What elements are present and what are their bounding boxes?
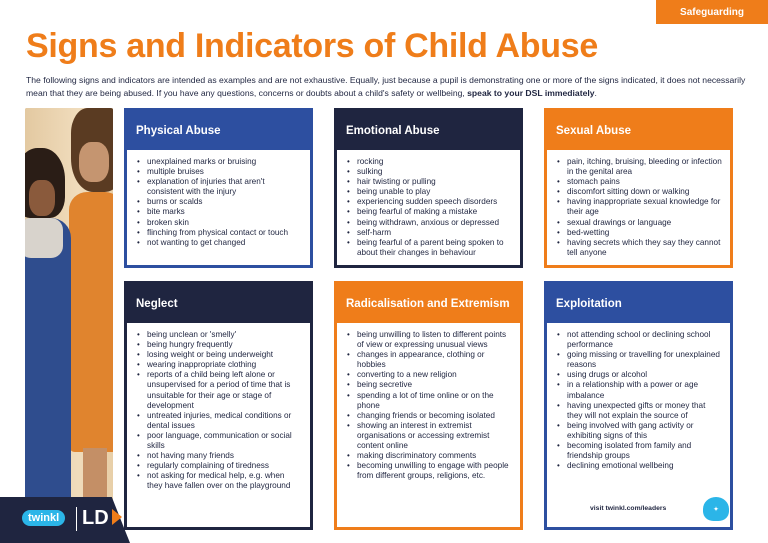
list-item: changing friends or becoming isolated	[347, 411, 512, 421]
list-item: being fearful of making a mistake	[347, 207, 512, 217]
list-item: experiencing sudden speech disorders	[347, 197, 512, 207]
neglect-panel: Neglect being unclean or 'smelly'being h…	[124, 281, 313, 530]
panel-heading: Exploitation	[547, 284, 730, 323]
panel-list: being unwilling to listen to different p…	[337, 323, 520, 481]
exploitation-panel: Exploitation not attending school or dec…	[544, 281, 733, 530]
list-item: becoming unwilling to engage with people…	[347, 461, 512, 481]
safeguarding-tag: Safeguarding	[656, 0, 768, 24]
list-item: being withdrawn, anxious or depressed	[347, 218, 512, 228]
ld-arrow-icon	[112, 509, 122, 525]
list-item: burns or scalds	[137, 197, 302, 207]
list-item: becoming isolated from family and friend…	[557, 441, 722, 461]
ld-logo: LD	[82, 507, 109, 529]
panel-heading: Neglect	[127, 284, 310, 323]
panel-heading: Sexual Abuse	[547, 111, 730, 150]
list-item: using drugs or alcohol	[557, 370, 722, 380]
list-item: being involved with gang activity or exh…	[557, 421, 722, 441]
list-item: making discriminatory comments	[347, 451, 512, 461]
list-item: showing an interest in extremist organis…	[347, 421, 512, 451]
list-item: in a relationship with a power or age im…	[557, 380, 722, 400]
list-item: wearing inappropriate clothing	[137, 360, 302, 370]
list-item: being secretive	[347, 380, 512, 390]
twinkl-logo: twinkl	[22, 510, 66, 526]
list-item: having inappropriate sexual knowledge fo…	[557, 197, 722, 217]
list-item: bed-wetting	[557, 228, 722, 238]
panel-heading: Emotional Abuse	[337, 111, 520, 150]
list-item: explanation of injuries that aren't cons…	[137, 177, 302, 197]
panel-list: unexplained marks or bruisingmultiple br…	[127, 150, 310, 248]
list-item: not asking for medical help, e.g. when t…	[137, 471, 302, 491]
children-photo	[25, 108, 113, 530]
list-item: being fearful of a parent being spoken t…	[347, 238, 512, 258]
page-title: Signs and Indicators of Child Abuse	[26, 27, 598, 65]
list-item: pain, itching, bruising, bleeding or inf…	[557, 157, 722, 177]
visit-link[interactable]: visit twinkl.com/leaders	[590, 505, 667, 512]
list-item: sulking	[347, 167, 512, 177]
list-item: losing weight or being underweight	[137, 350, 302, 360]
intro-end: .	[594, 87, 597, 98]
list-item: sexual drawings or language	[557, 218, 722, 228]
list-item: broken skin	[137, 218, 302, 228]
twinkl-badge-icon: ✦	[703, 497, 729, 521]
list-item: being hungry frequently	[137, 340, 302, 350]
intro-text: The following signs and indicators are i…	[26, 75, 746, 98]
list-item: rocking	[347, 157, 512, 167]
list-item: flinching from physical contact or touch	[137, 228, 302, 238]
list-item: having unexpected gifts or money that th…	[557, 401, 722, 421]
list-item: not wanting to get changed	[137, 238, 302, 248]
intro-paragraph: The following signs and indicators are i…	[26, 74, 748, 99]
list-item: converting to a new religion	[347, 370, 512, 380]
intro-emphasis: speak to your DSL immediately	[467, 87, 595, 98]
list-item: going missing or travelling for unexplai…	[557, 350, 722, 370]
list-item: having secrets which they say they canno…	[557, 238, 722, 258]
list-item: bite marks	[137, 207, 302, 217]
list-item: spending a lot of time online or on the …	[347, 391, 512, 411]
top-bar: Safeguarding	[0, 0, 768, 24]
physical-abuse-panel: Physical Abuse unexplained marks or brui…	[124, 108, 313, 268]
list-item: hair twisting or pulling	[347, 177, 512, 187]
panel-heading: Radicalisation and Extremism	[337, 284, 520, 323]
list-item: discomfort sitting down or walking	[557, 187, 722, 197]
list-item: stomach pains	[557, 177, 722, 187]
list-item: unexplained marks or bruising	[137, 157, 302, 167]
emotional-abuse-panel: Emotional Abuse rockingsulkinghair twist…	[334, 108, 523, 268]
list-item: being unclean or 'smelly'	[137, 330, 302, 340]
sexual-abuse-panel: Sexual Abuse pain, itching, bruising, bl…	[544, 108, 733, 268]
list-item: poor language, communication or social s…	[137, 431, 302, 451]
list-item: being unable to play	[347, 187, 512, 197]
list-item: declining emotional wellbeing	[557, 461, 722, 471]
panel-list: being unclean or 'smelly'being hungry fr…	[127, 323, 310, 492]
list-item: changes in appearance, clothing or hobbi…	[347, 350, 512, 370]
list-item: untreated injuries, medical conditions o…	[137, 411, 302, 431]
list-item: being unwilling to listen to different p…	[347, 330, 512, 350]
radicalisation-panel: Radicalisation and Extremism being unwil…	[334, 281, 523, 530]
list-item: multiple bruises	[137, 167, 302, 177]
panel-list: not attending school or declining school…	[547, 323, 730, 471]
panel-heading: Physical Abuse	[127, 111, 310, 150]
list-item: not having many friends	[137, 451, 302, 461]
footer-band	[0, 497, 130, 543]
panel-list: rockingsulkinghair twisting or pullingbe…	[337, 150, 520, 258]
panel-list: pain, itching, bruising, bleeding or inf…	[547, 150, 730, 258]
list-item: reports of a child being left alone or u…	[137, 370, 302, 410]
list-item: regularly complaining of tiredness	[137, 461, 302, 471]
logo-divider	[76, 507, 77, 531]
list-item: self-harm	[347, 228, 512, 238]
list-item: not attending school or declining school…	[557, 330, 722, 350]
